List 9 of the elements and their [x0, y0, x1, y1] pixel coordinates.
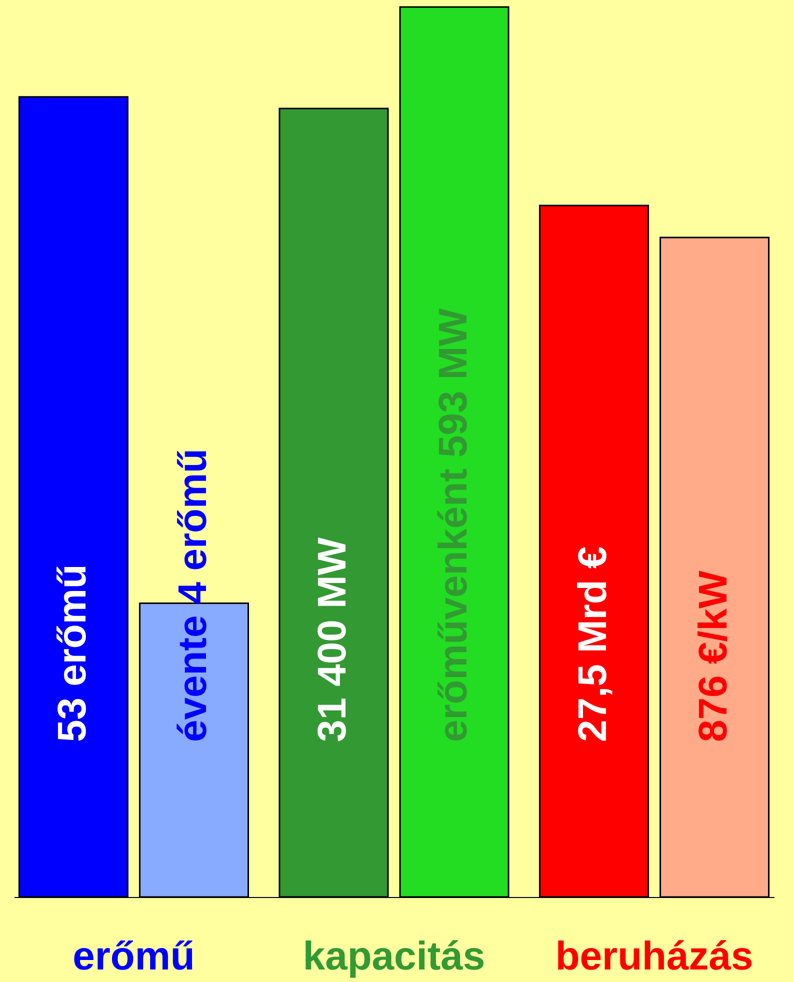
- x-tick-label: beruházás: [555, 934, 754, 978]
- x-tick-label: erőmű: [72, 934, 195, 978]
- annotation: 27,5 Mrd €: [571, 546, 615, 742]
- annotation: 876 €/kW: [692, 570, 736, 742]
- x-tick-label: kapacitás: [302, 934, 486, 978]
- annotation: 31 400 MW: [310, 537, 355, 742]
- annotation: 53 erőmű: [50, 564, 94, 742]
- annotation: erőművenként 593 MW: [431, 308, 476, 742]
- annotation: évente 4 erőmű: [171, 448, 215, 742]
